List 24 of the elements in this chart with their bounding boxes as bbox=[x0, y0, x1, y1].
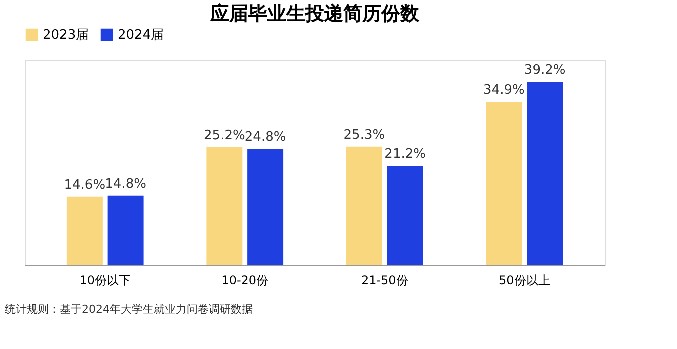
bar bbox=[346, 146, 382, 265]
legend-label: 2024届 bbox=[118, 28, 164, 43]
data-label: 39.2% bbox=[524, 62, 566, 78]
text: 统计规则：基于2024年大学生就业力问卷调研数据 bbox=[5, 303, 253, 316]
data-label: 24.8% bbox=[244, 130, 286, 146]
bar bbox=[486, 102, 522, 265]
legend-label: 2023届 bbox=[43, 28, 90, 43]
bar bbox=[387, 166, 424, 265]
bar bbox=[108, 196, 144, 265]
chart-title: 应届毕业生投递简历份数 bbox=[210, 3, 420, 25]
data-label: 14.8% bbox=[105, 176, 146, 192]
data-label: 34.9% bbox=[484, 83, 525, 98]
bar bbox=[248, 149, 284, 265]
x-tick-label: 10-20份 bbox=[222, 274, 269, 288]
bar bbox=[66, 196, 103, 265]
x-tick-label: 50份以上 bbox=[499, 274, 550, 288]
bar bbox=[206, 147, 243, 265]
data-label: 21.2% bbox=[384, 147, 426, 162]
data-label: 25.3% bbox=[344, 128, 386, 143]
x-tick-label: 21-50份 bbox=[361, 274, 408, 288]
bar bbox=[527, 82, 564, 265]
x-tick-label: 10份以下 bbox=[80, 274, 131, 288]
data-label: 14.6% bbox=[64, 178, 106, 193]
data-label: 25.2% bbox=[204, 128, 246, 144]
